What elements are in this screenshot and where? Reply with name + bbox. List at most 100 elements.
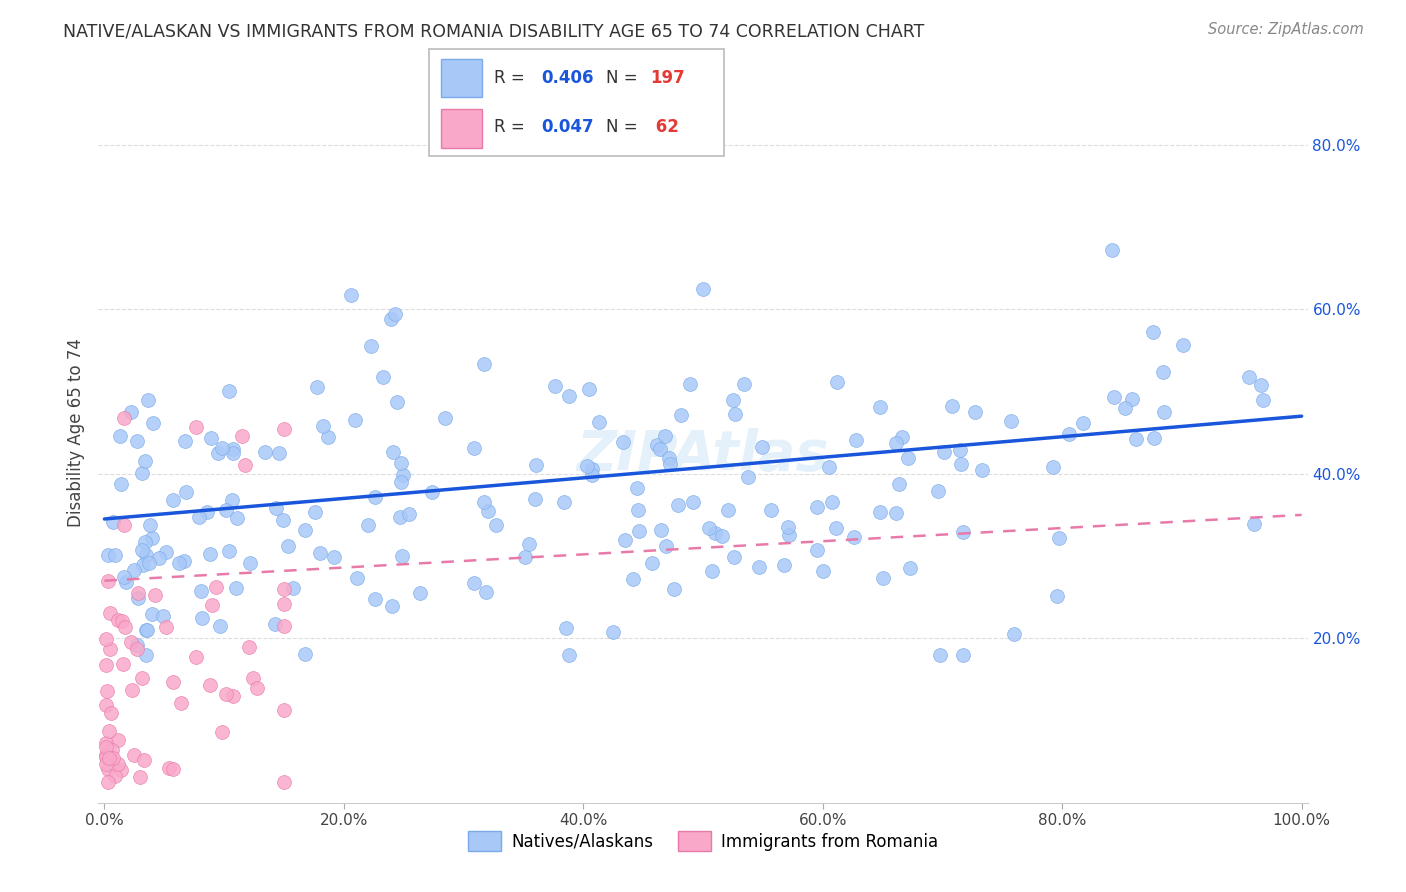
Point — [1046, 589, 1069, 603]
Point — [131, 671, 153, 685]
Point — [517, 537, 540, 551]
Point — [135, 648, 157, 662]
Point — [884, 506, 907, 520]
Point — [357, 518, 380, 533]
Point — [211, 725, 233, 739]
Point — [700, 564, 723, 578]
Point — [96, 683, 118, 698]
Point — [246, 681, 269, 695]
Point — [553, 494, 575, 508]
Point — [654, 429, 676, 443]
Text: 0.047: 0.047 — [541, 119, 593, 136]
Point — [131, 543, 153, 558]
Point — [273, 775, 295, 789]
Point — [363, 490, 385, 504]
Point — [112, 518, 135, 533]
Legend: Natives/Alaskans, Immigrants from Romania: Natives/Alaskans, Immigrants from Romani… — [461, 825, 945, 857]
Point — [778, 528, 800, 542]
Point — [141, 531, 163, 545]
Point — [373, 370, 395, 384]
Point — [155, 545, 177, 559]
Point — [186, 420, 208, 434]
Point — [950, 458, 973, 472]
Point — [392, 468, 415, 483]
Point — [294, 647, 316, 661]
Point — [125, 642, 148, 657]
Point — [94, 747, 117, 762]
Point — [477, 504, 499, 518]
Point — [485, 518, 508, 533]
Point — [132, 753, 155, 767]
Point — [806, 543, 828, 558]
Point — [239, 556, 262, 570]
Point — [101, 743, 124, 757]
Point — [134, 454, 156, 468]
Point — [821, 495, 844, 509]
Point — [697, 520, 720, 534]
Point — [614, 533, 637, 548]
Point — [273, 618, 295, 632]
Point — [198, 547, 221, 561]
Point — [127, 591, 149, 606]
Point — [309, 546, 332, 560]
Point — [316, 430, 339, 444]
Point — [581, 462, 603, 476]
FancyBboxPatch shape — [429, 49, 724, 156]
Point — [142, 416, 165, 430]
Text: Source: ZipAtlas.com: Source: ZipAtlas.com — [1208, 22, 1364, 37]
Point — [1173, 338, 1195, 352]
Point — [191, 611, 214, 625]
Point — [131, 558, 153, 572]
Point — [389, 475, 412, 489]
Point — [1251, 393, 1274, 408]
Point — [110, 477, 132, 491]
Point — [1142, 325, 1164, 339]
Point — [641, 556, 664, 570]
Point — [190, 583, 212, 598]
Point — [104, 769, 127, 783]
Point — [120, 405, 142, 419]
Point — [1239, 370, 1261, 384]
Point — [724, 407, 747, 421]
Point — [825, 375, 848, 389]
Point — [103, 751, 125, 765]
Point — [748, 560, 770, 574]
Point — [141, 607, 163, 621]
Point — [420, 484, 443, 499]
Point — [94, 657, 117, 672]
Point — [222, 442, 245, 457]
Point — [887, 477, 910, 491]
Text: R =: R = — [494, 69, 524, 87]
Point — [277, 539, 299, 553]
Point — [952, 525, 974, 540]
Point — [120, 634, 142, 648]
Point — [273, 582, 295, 597]
Point — [963, 405, 986, 419]
Point — [578, 382, 600, 396]
Point — [1152, 365, 1174, 379]
Point — [558, 648, 581, 662]
Point — [544, 379, 567, 393]
Point — [869, 505, 891, 519]
Point — [273, 703, 295, 717]
Point — [897, 451, 920, 466]
Point — [204, 580, 226, 594]
Point — [1000, 414, 1022, 428]
Point — [751, 440, 773, 454]
Point — [170, 696, 193, 710]
Point — [524, 491, 547, 506]
Point — [409, 585, 432, 599]
Point — [733, 376, 755, 391]
Point — [273, 422, 295, 436]
Point — [100, 706, 122, 721]
Point — [344, 413, 367, 427]
Point — [110, 763, 132, 777]
Point — [174, 434, 197, 448]
Point — [1243, 517, 1265, 532]
Point — [111, 657, 134, 672]
Point — [131, 466, 153, 480]
Point — [626, 481, 648, 495]
Point — [135, 624, 157, 638]
Point — [398, 507, 420, 521]
Point — [254, 444, 277, 458]
